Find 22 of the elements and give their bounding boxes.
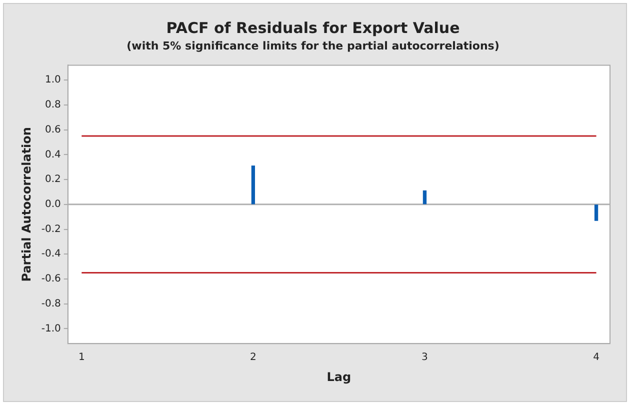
- y-axis-title: Partial Autocorrelation: [19, 127, 34, 282]
- y-tick-label: -0.6: [41, 274, 61, 285]
- bar: [251, 166, 256, 204]
- y-tick-label: 0.2: [45, 174, 61, 186]
- y-tick-label: 0.0: [45, 198, 61, 210]
- x-axis-title: Lag: [326, 370, 352, 384]
- bar: [594, 204, 598, 221]
- x-tick-label: 2: [250, 352, 256, 364]
- y-tick-label: 0.6: [45, 124, 61, 136]
- y-tick-label: 0.8: [45, 100, 61, 111]
- y-tick-label: -0.8: [41, 298, 61, 310]
- bar: [422, 190, 427, 204]
- y-tick-label: -1.0: [41, 323, 61, 334]
- y-tick-label: 1.0: [45, 74, 61, 86]
- x-tick-label: 3: [422, 352, 428, 364]
- chart-title: PACF of Residuals for Export Value: [166, 18, 460, 37]
- y-tick-label: -0.4: [41, 248, 61, 260]
- x-tick-label: 1: [78, 352, 85, 364]
- x-tick-label: 4: [593, 352, 600, 364]
- chart-subtitle: (with 5% significance limits for the partial autocorrelations): [126, 39, 500, 52]
- y-tick-label: -0.2: [41, 224, 61, 235]
- y-tick-label: 0.4: [45, 149, 61, 160]
